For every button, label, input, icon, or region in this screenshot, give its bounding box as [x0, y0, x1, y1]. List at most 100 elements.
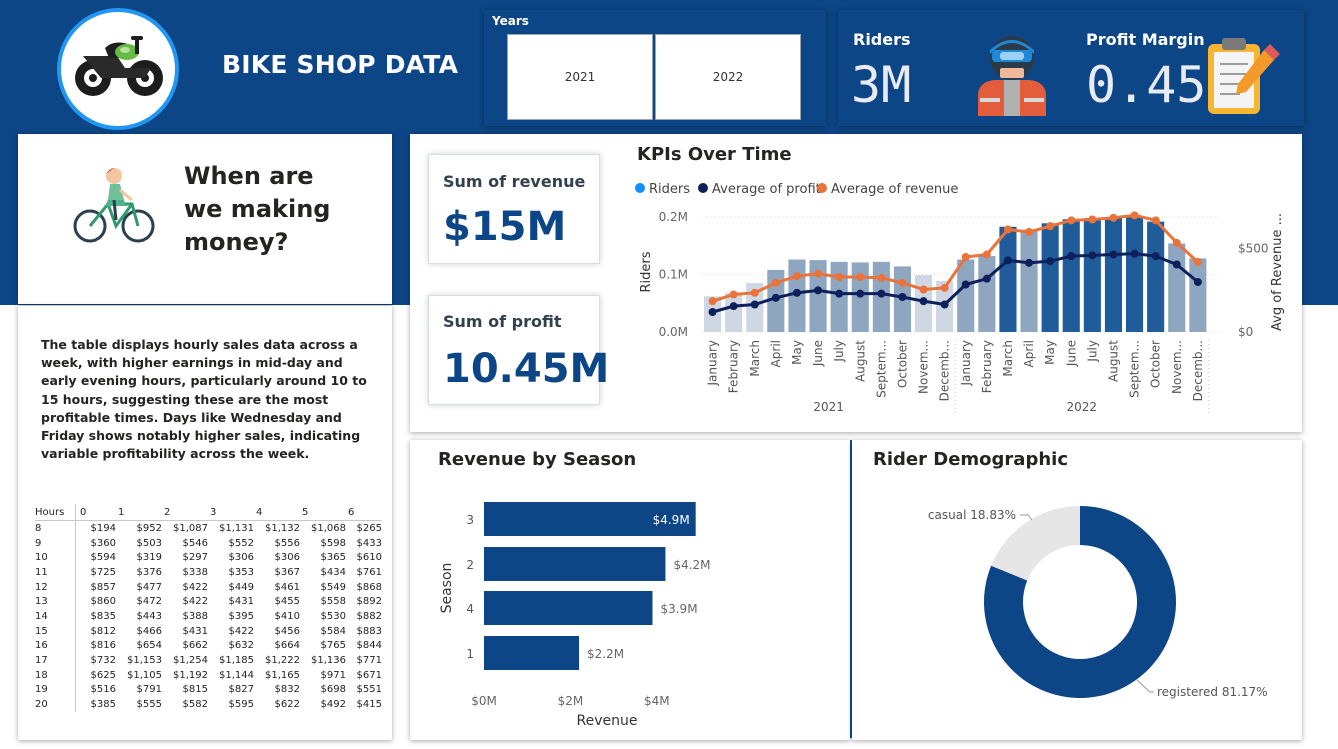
- matrix-value-cell: $832: [274, 684, 300, 696]
- clipboard-icon: [1208, 38, 1280, 114]
- matrix-value-cell: $388: [182, 610, 208, 622]
- question-line-3: money?: [184, 228, 289, 256]
- matrix-value-cell: $892: [356, 596, 382, 608]
- matrix-value-cell: $816: [90, 640, 116, 652]
- year-option-2021[interactable]: 2021: [507, 34, 653, 120]
- x-tick-label: Septem...: [1128, 340, 1142, 398]
- matrix-value-cell: $812: [90, 625, 116, 637]
- matrix-row: 12 $857 $477 $422 $449 $461 $549 $868: [35, 579, 382, 595]
- matrix-hour-cell: 13: [35, 594, 76, 610]
- matrix-value-cell: $1,144: [219, 669, 254, 681]
- matrix-value-cell: $353: [228, 566, 254, 578]
- revenue-point: [1088, 215, 1097, 224]
- matrix-value-cell: $1,132: [265, 522, 300, 534]
- profit-point: [1067, 252, 1076, 261]
- matrix-row: 16 $816 $654 $662 $632 $664 $765 $844: [35, 638, 382, 654]
- revenue-by-season-card: [410, 440, 850, 740]
- x-tick-label: April: [1022, 340, 1036, 367]
- profit-point: [1003, 256, 1012, 265]
- matrix-value-cell: $1,068: [311, 522, 346, 534]
- season-bar: [484, 591, 653, 625]
- revenue-point: [729, 290, 738, 299]
- revenue-line: [712, 213, 1199, 303]
- matrix-hour-cell: 16: [35, 638, 76, 654]
- matrix-row: 14 $835 $443 $388 $395 $410 $530 $882: [35, 609, 382, 624]
- matrix-value-cell: $622: [274, 699, 300, 711]
- matrix-hour-cell: 19: [35, 682, 76, 698]
- x-tick-label: August: [1106, 340, 1120, 382]
- legend-label: Riders: [649, 182, 690, 197]
- season-category-label: 3: [466, 513, 474, 527]
- x-tick-label: May: [790, 340, 804, 365]
- matrix-value-cell: $882: [356, 610, 382, 622]
- logo: [57, 8, 179, 130]
- riders-bar: [978, 256, 996, 332]
- profit-line: [712, 252, 1199, 314]
- matrix-value-cell: $1,153: [127, 655, 162, 667]
- revenue-point: [1046, 222, 1055, 231]
- matrix-value-cell: $415: [356, 699, 382, 711]
- x-tick-label: $4M: [644, 694, 670, 708]
- y-tick-label: 0.2M: [659, 210, 688, 224]
- rider-demographic-donut[interactable]: casual 18.83% registered 81.17%: [854, 480, 1300, 738]
- x-tick-label: June: [811, 340, 825, 367]
- leader-line: [1020, 514, 1033, 521]
- riders-bar: [809, 260, 827, 332]
- matrix-value-cell: $868: [356, 581, 382, 593]
- matrix-row: 13 $860 $472 $422 $431 $455 $558 $892: [35, 594, 382, 610]
- profit-card: Sum of profit 10.45M: [428, 295, 609, 405]
- profit-point: [708, 308, 717, 316]
- section-divider: [850, 440, 852, 738]
- riders-bar: [1104, 218, 1122, 332]
- profit-point: [856, 289, 865, 298]
- profit-point: [898, 293, 907, 301]
- profit-point: [940, 300, 949, 309]
- revenue-point: [856, 273, 865, 281]
- y2-tick-label: $0: [1238, 325, 1253, 339]
- matrix-value-cell: $395: [228, 610, 254, 622]
- matrix-value-cell: $1,087: [173, 522, 208, 534]
- revenue-point: [982, 250, 991, 259]
- riders-bar: [999, 226, 1017, 332]
- matrix-value-cell: $791: [136, 684, 162, 696]
- revenue-point: [750, 288, 759, 297]
- season-bar: [484, 502, 696, 536]
- matrix-value-cell: $595: [228, 699, 254, 711]
- revenue-point: [771, 278, 780, 287]
- matrix-value-cell: $516: [90, 684, 116, 696]
- matrix-value-cell: $434: [320, 566, 346, 578]
- kpis-over-time-chart[interactable]: Riders Average of profit Average of revenu…: [610, 174, 1300, 430]
- question-line-1: When are: [184, 162, 314, 190]
- riders-bar: [1020, 229, 1038, 332]
- profit-point: [1172, 260, 1181, 269]
- x-tick-label: March: [748, 340, 762, 377]
- x-axis-title: Revenue: [577, 713, 638, 729]
- x-tick-label: $0M: [471, 694, 497, 708]
- matrix-value-cell: $422: [182, 596, 208, 608]
- matrix-value-cell: $815: [182, 684, 208, 696]
- matrix-col-header: 4: [256, 506, 263, 518]
- x-tick-label: June: [1064, 340, 1078, 367]
- matrix-value-cell: $492: [320, 699, 346, 711]
- matrix-hour-cell: 9: [35, 535, 76, 551]
- matrix-hour-cell: 10: [35, 550, 76, 566]
- hourly-sales-matrix[interactable]: Hours 0 1 2 3 4 5 6 8 $194 $952 $1,087 $1,13…: [35, 504, 382, 712]
- matrix-value-cell: $835: [90, 610, 116, 622]
- kpi-chart-title: KPIs Over Time: [637, 144, 792, 165]
- matrix-value-cell: $1,165: [265, 669, 300, 681]
- matrix-value-cell: $549: [320, 581, 346, 593]
- matrix-value-cell: $306: [228, 552, 254, 564]
- matrix-col-header: 6: [348, 506, 355, 518]
- matrix-value-cell: $1,254: [173, 655, 208, 667]
- revenue-by-season-chart[interactable]: 3 $4.9M 2 $4.2M 4 $3.9M 1 $2.2M $0M $2M $4M Revenue…: [412, 480, 848, 738]
- riders-value: 3M: [851, 56, 912, 114]
- matrix-col-header: 3: [210, 506, 217, 518]
- x-tick-label: Septem...: [874, 340, 888, 398]
- matrix-hour-cell: 15: [35, 623, 76, 639]
- matrix-row: 8 $194 $952 $1,087 $1,131 $1,132 $1,068 $265: [35, 520, 382, 536]
- x-tick-label: August: [853, 340, 867, 382]
- riders-label: Riders: [853, 30, 911, 49]
- year-option-2022[interactable]: 2022: [655, 34, 801, 120]
- matrix-row: 20 $385 $555 $582 $595 $622 $492 $415: [35, 697, 382, 712]
- hourly-sales-card: [18, 306, 392, 740]
